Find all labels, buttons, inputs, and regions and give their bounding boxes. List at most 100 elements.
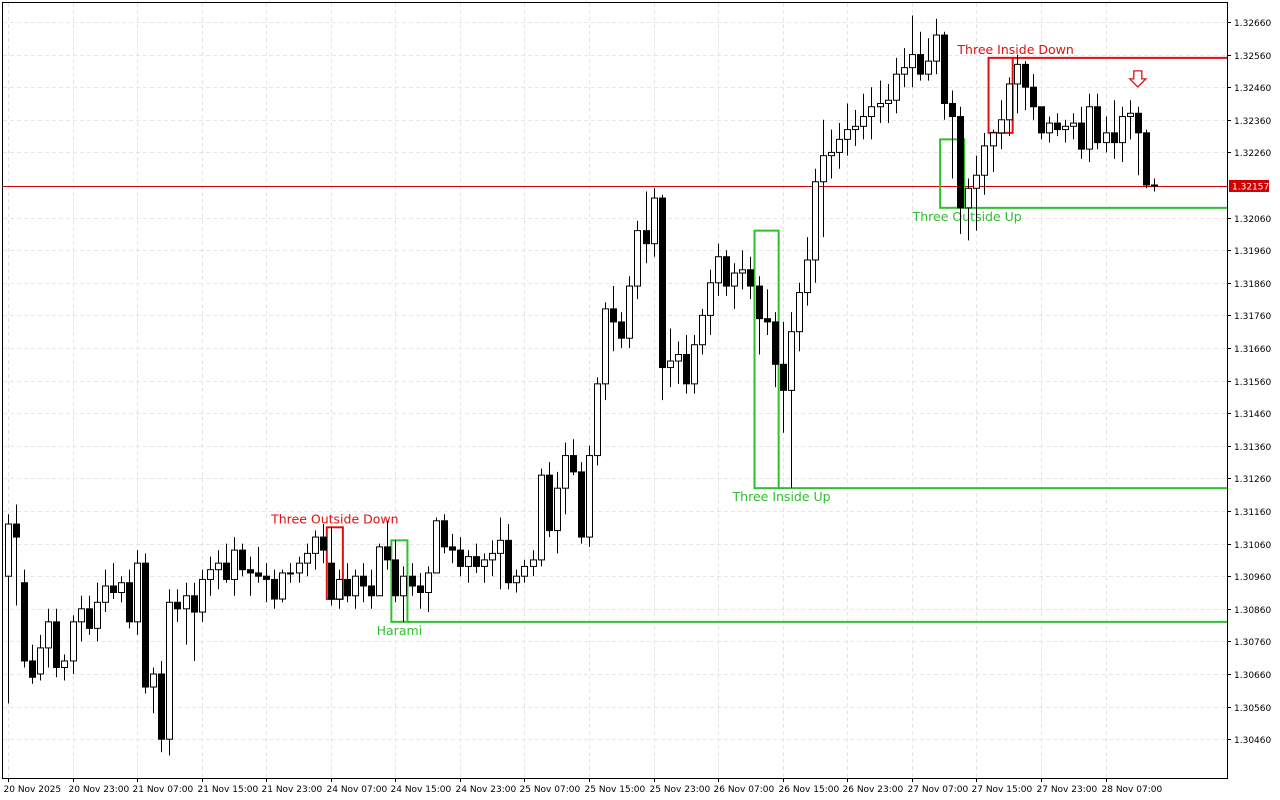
- candle[interactable]: [110, 563, 117, 600]
- candle[interactable]: [659, 194, 666, 401]
- candle[interactable]: [1151, 178, 1158, 192]
- candle[interactable]: [489, 540, 496, 577]
- candle[interactable]: [965, 178, 972, 241]
- candle[interactable]: [320, 524, 327, 564]
- candle[interactable]: [328, 527, 335, 606]
- candle[interactable]: [86, 595, 93, 635]
- candle[interactable]: [715, 243, 722, 296]
- candle[interactable]: [271, 569, 278, 609]
- candle[interactable]: [174, 589, 181, 622]
- candle[interactable]: [667, 328, 674, 388]
- candle[interactable]: [707, 269, 714, 335]
- candle[interactable]: [756, 276, 763, 355]
- candle[interactable]: [441, 514, 448, 554]
- candle[interactable]: [126, 569, 133, 629]
- candle[interactable]: [150, 667, 157, 714]
- candle[interactable]: [772, 312, 779, 388]
- candle[interactable]: [804, 237, 811, 306]
- candle[interactable]: [699, 308, 706, 355]
- candle[interactable]: [239, 543, 246, 577]
- candle[interactable]: [917, 31, 924, 81]
- candle[interactable]: [538, 468, 545, 567]
- candle[interactable]: [796, 282, 803, 352]
- candle[interactable]: [546, 462, 553, 538]
- candle[interactable]: [344, 563, 351, 603]
- candle[interactable]: [497, 517, 504, 590]
- candle[interactable]: [247, 556, 254, 596]
- candle[interactable]: [1046, 116, 1053, 143]
- candle[interactable]: [199, 569, 206, 622]
- candle[interactable]: [578, 462, 585, 544]
- candle[interactable]: [449, 533, 456, 564]
- candle[interactable]: [183, 582, 190, 645]
- candle[interactable]: [1086, 93, 1093, 163]
- candle[interactable]: [457, 537, 464, 577]
- candle[interactable]: [134, 550, 141, 635]
- candle[interactable]: [764, 289, 771, 335]
- candle[interactable]: [1070, 113, 1077, 140]
- candle[interactable]: [852, 110, 859, 146]
- candle[interactable]: [554, 471, 561, 554]
- candle[interactable]: [812, 168, 819, 283]
- candle[interactable]: [215, 550, 222, 590]
- candle[interactable]: [392, 540, 399, 603]
- price-axis[interactable]: 1.32660 1.32560 1.32460 1.32360 1.32260 1.320…: [1227, 19, 1271, 746]
- candle[interactable]: [29, 644, 36, 684]
- candle[interactable]: [893, 57, 900, 114]
- candle[interactable]: [1030, 74, 1037, 120]
- candle[interactable]: [1094, 93, 1101, 150]
- candle[interactable]: [481, 553, 488, 583]
- candle[interactable]: [933, 18, 940, 75]
- candle[interactable]: [400, 566, 407, 622]
- candle[interactable]: [836, 123, 843, 169]
- candle[interactable]: [586, 445, 593, 547]
- candle[interactable]: [304, 543, 311, 577]
- candle[interactable]: [21, 569, 28, 668]
- candle[interactable]: [336, 569, 343, 609]
- candle[interactable]: [594, 377, 601, 466]
- candle[interactable]: [1006, 77, 1013, 137]
- candle[interactable]: [223, 543, 230, 583]
- candle[interactable]: [296, 556, 303, 583]
- candle[interactable]: [45, 608, 52, 668]
- candle[interactable]: [651, 188, 658, 257]
- candle[interactable]: [1119, 106, 1126, 163]
- candle[interactable]: [231, 537, 238, 596]
- candle[interactable]: [417, 572, 424, 609]
- candle[interactable]: [5, 514, 12, 704]
- candle[interactable]: [360, 563, 367, 603]
- candle[interactable]: [731, 263, 738, 309]
- candle[interactable]: [747, 256, 754, 300]
- candle[interactable]: [255, 546, 262, 583]
- candle[interactable]: [675, 341, 682, 384]
- candle[interactable]: [473, 543, 480, 573]
- candle[interactable]: [925, 38, 932, 81]
- candle[interactable]: [1038, 106, 1045, 140]
- candle[interactable]: [844, 103, 851, 156]
- candle[interactable]: [505, 524, 512, 590]
- candle[interactable]: [860, 93, 867, 140]
- candle[interactable]: [61, 654, 68, 681]
- candle[interactable]: [433, 517, 440, 574]
- candle[interactable]: [191, 582, 198, 661]
- candle[interactable]: [1022, 61, 1029, 111]
- candle[interactable]: [70, 615, 77, 674]
- candle[interactable]: [949, 90, 956, 179]
- candle[interactable]: [352, 569, 359, 609]
- candle[interactable]: [1078, 106, 1085, 159]
- candle[interactable]: [37, 634, 44, 681]
- candle[interactable]: [562, 442, 569, 515]
- candle[interactable]: [683, 334, 690, 394]
- candle[interactable]: [263, 563, 270, 603]
- candle[interactable]: [312, 530, 319, 570]
- candle[interactable]: [981, 132, 988, 195]
- candle[interactable]: [780, 321, 787, 433]
- candle[interactable]: [384, 520, 391, 570]
- candle[interactable]: [1054, 113, 1061, 137]
- candle[interactable]: [909, 15, 916, 88]
- candle[interactable]: [521, 559, 528, 583]
- candle[interactable]: [788, 312, 795, 489]
- candle[interactable]: [1111, 100, 1118, 159]
